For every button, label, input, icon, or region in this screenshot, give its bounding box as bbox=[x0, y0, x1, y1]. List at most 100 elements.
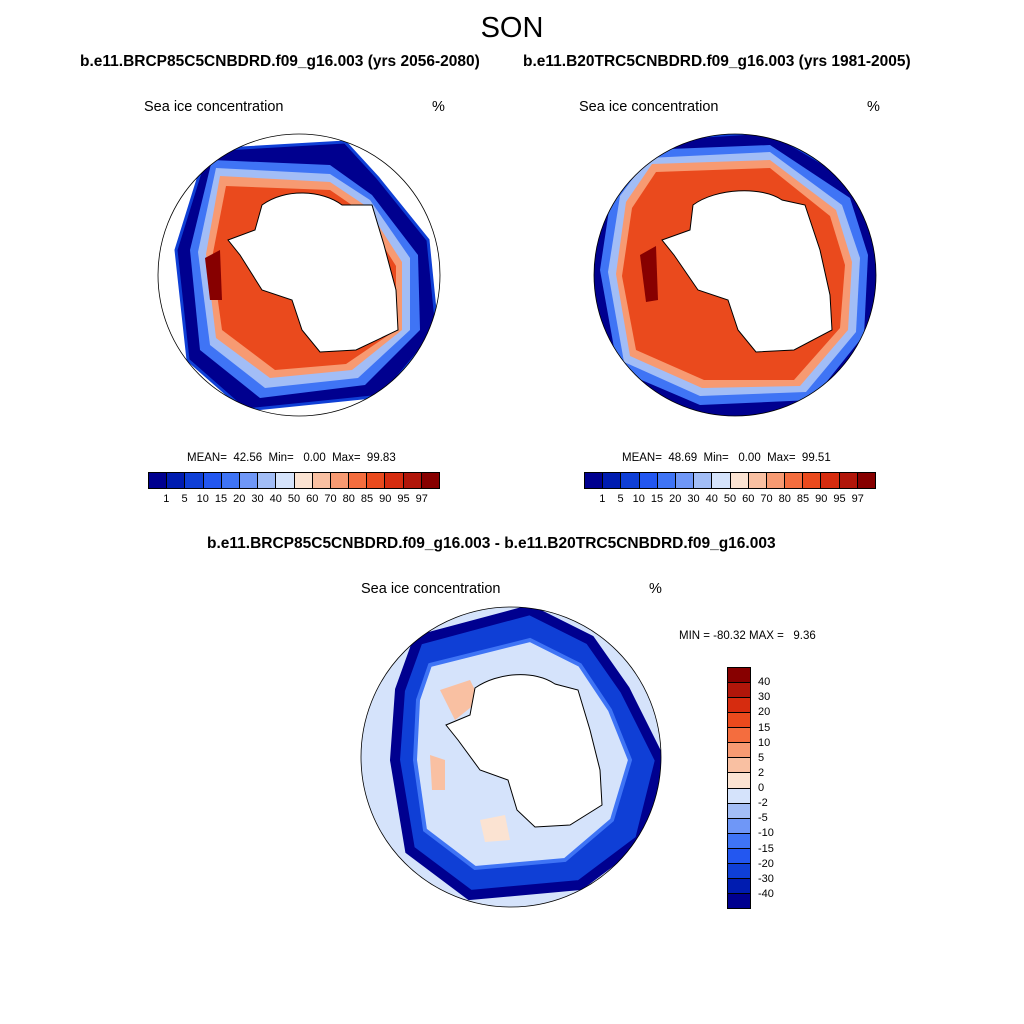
cbar3-swatch bbox=[728, 758, 750, 774]
panel3-stats: MIN = -80.32 MAX = 9.36 bbox=[679, 630, 816, 642]
cbar2-swatch bbox=[803, 473, 822, 488]
cbar1-swatch bbox=[239, 473, 259, 488]
cbar3-swatch bbox=[728, 773, 750, 789]
cbar1-swatch bbox=[258, 473, 277, 488]
colorbar-tick-label: 0 bbox=[758, 782, 765, 794]
cbar3-swatch bbox=[728, 683, 750, 699]
colorbar-tick-label: 30 bbox=[251, 493, 264, 505]
colorbar-tick-label: 5 bbox=[617, 493, 624, 505]
colorbar-tick-label: 10 bbox=[632, 493, 645, 505]
colorbar-tick-label: 80 bbox=[342, 493, 355, 505]
colorbar-tick-label: 50 bbox=[723, 493, 737, 505]
cbar3-swatch bbox=[728, 848, 750, 864]
colorbar-tick-label: -5 bbox=[758, 812, 768, 825]
cbar1-swatch bbox=[294, 473, 313, 488]
cbar1-swatch bbox=[385, 473, 404, 488]
cbar2-swatch bbox=[657, 473, 676, 488]
colorbar-tick-label: -40 bbox=[758, 887, 774, 900]
colorbar-tick-label: 40 bbox=[705, 493, 718, 505]
cbar1-swatch bbox=[403, 473, 422, 488]
cbar2-swatch bbox=[748, 473, 767, 488]
panel3-units: % bbox=[649, 581, 662, 597]
colorbar-tick-label: 30 bbox=[758, 691, 771, 704]
colorbar-tick-label: 50 bbox=[287, 493, 301, 505]
left-run-title: b.e11.BRCP85C5CNBDRD.f09_g16.003 (yrs 20… bbox=[80, 53, 480, 70]
cbar1-swatch bbox=[221, 473, 240, 488]
cbar1-swatch bbox=[149, 473, 168, 488]
colorbar-tick-label: 40 bbox=[758, 676, 771, 689]
colorbar-tick-label: 80 bbox=[778, 493, 791, 505]
colorbar-tick-label: 20 bbox=[669, 493, 682, 505]
colorbar-tick-label: 70 bbox=[760, 493, 773, 505]
cbar3-swatch bbox=[728, 713, 750, 729]
colorbar-tick-label: -2 bbox=[758, 797, 768, 810]
colorbar-tick-label: 95 bbox=[397, 493, 410, 505]
cbar2-swatch bbox=[585, 473, 604, 488]
cbar2-swatch bbox=[839, 473, 858, 488]
colorbar-tick-label: 70 bbox=[324, 493, 337, 505]
colorbar-tick-label: 20 bbox=[233, 493, 246, 505]
colorbar-tick-label: 1 bbox=[163, 493, 170, 505]
colorbar-tick-label: 60 bbox=[742, 493, 755, 505]
colorbar-tick-label: 97 bbox=[415, 493, 428, 505]
cbar2-swatch bbox=[730, 473, 749, 488]
cbar1-swatch bbox=[276, 473, 295, 488]
diff-title: b.e11.BRCP85C5CNBDRD.f09_g16.003 - b.e11… bbox=[207, 535, 776, 552]
cbar1-swatch bbox=[167, 473, 186, 488]
cbar2-swatch bbox=[675, 473, 695, 488]
cbar2-swatch bbox=[766, 473, 786, 488]
colorbar-tick-label: 97 bbox=[851, 493, 864, 505]
colorbar-tick-label: -10 bbox=[758, 827, 774, 840]
colorbar-tick-label: 5 bbox=[758, 751, 765, 764]
cbar3-swatch bbox=[728, 818, 750, 834]
cbar1-swatch bbox=[312, 473, 331, 488]
colorbar-tick-label: 15 bbox=[214, 493, 228, 505]
cbar1-swatch bbox=[367, 473, 386, 488]
panel1-colorbar bbox=[148, 472, 440, 489]
panel3-colorbar bbox=[727, 667, 751, 909]
colorbar-tick-label: -20 bbox=[758, 857, 774, 870]
colorbar-tick-label: 85 bbox=[360, 493, 374, 505]
cbar1-swatch bbox=[203, 473, 222, 488]
panel3-variable: Sea ice concentration bbox=[361, 581, 501, 597]
colorbar-tick-label: 10 bbox=[196, 493, 209, 505]
figure-title: SON bbox=[480, 12, 544, 44]
cbar3-swatch bbox=[728, 863, 750, 879]
colorbar-tick-label: 60 bbox=[306, 493, 319, 505]
colorbar-tick-label: 2 bbox=[758, 766, 765, 779]
cbar3-swatch bbox=[728, 893, 750, 908]
panel1-stats: MEAN= 42.56 Min= 0.00 Max= 99.83 bbox=[187, 452, 396, 464]
colorbar-tick-label: 40 bbox=[269, 493, 282, 505]
cbar3-swatch bbox=[728, 743, 750, 759]
cbar2-swatch bbox=[821, 473, 840, 488]
cbar1-swatch bbox=[185, 473, 204, 488]
colorbar-tick-label: 90 bbox=[379, 493, 392, 505]
panel2-colorbar-labels: 1 5 10 15 20 30 40 50 60 70 80 85 90 95 97 bbox=[584, 493, 876, 507]
panel2-units: % bbox=[867, 99, 880, 115]
right-run-title: b.e11.B20TRC5CNBDRD.f09_g16.003 (yrs 198… bbox=[523, 53, 911, 70]
panel1-variable: Sea ice concentration bbox=[144, 99, 284, 115]
colorbar-tick-label: -15 bbox=[758, 842, 774, 855]
cbar3-swatch bbox=[728, 788, 750, 804]
colorbar-tick-label: 85 bbox=[796, 493, 810, 505]
panel2-colorbar bbox=[584, 472, 876, 489]
colorbar-tick-label: 15 bbox=[650, 493, 664, 505]
cbar2-swatch bbox=[639, 473, 658, 488]
cbar1-swatch bbox=[421, 473, 439, 488]
cbar2-swatch bbox=[785, 473, 804, 488]
colorbar-tick-label: 1 bbox=[599, 493, 606, 505]
panel1-colorbar-labels: 1 5 10 15 20 30 40 50 60 70 80 85 90 95 97 bbox=[148, 493, 440, 507]
cbar3-swatch bbox=[728, 878, 750, 894]
panel1-units: % bbox=[432, 99, 445, 115]
colorbar-tick-label: 5 bbox=[181, 493, 188, 505]
panel2-stats: MEAN= 48.69 Min= 0.00 Max= 99.51 bbox=[622, 452, 831, 464]
cbar3-swatch bbox=[728, 803, 750, 819]
cbar2-swatch bbox=[603, 473, 622, 488]
cbar3-swatch bbox=[728, 728, 750, 744]
cbar3-swatch bbox=[728, 668, 750, 684]
cbar2-swatch bbox=[621, 473, 640, 488]
cbar1-swatch bbox=[349, 473, 368, 488]
